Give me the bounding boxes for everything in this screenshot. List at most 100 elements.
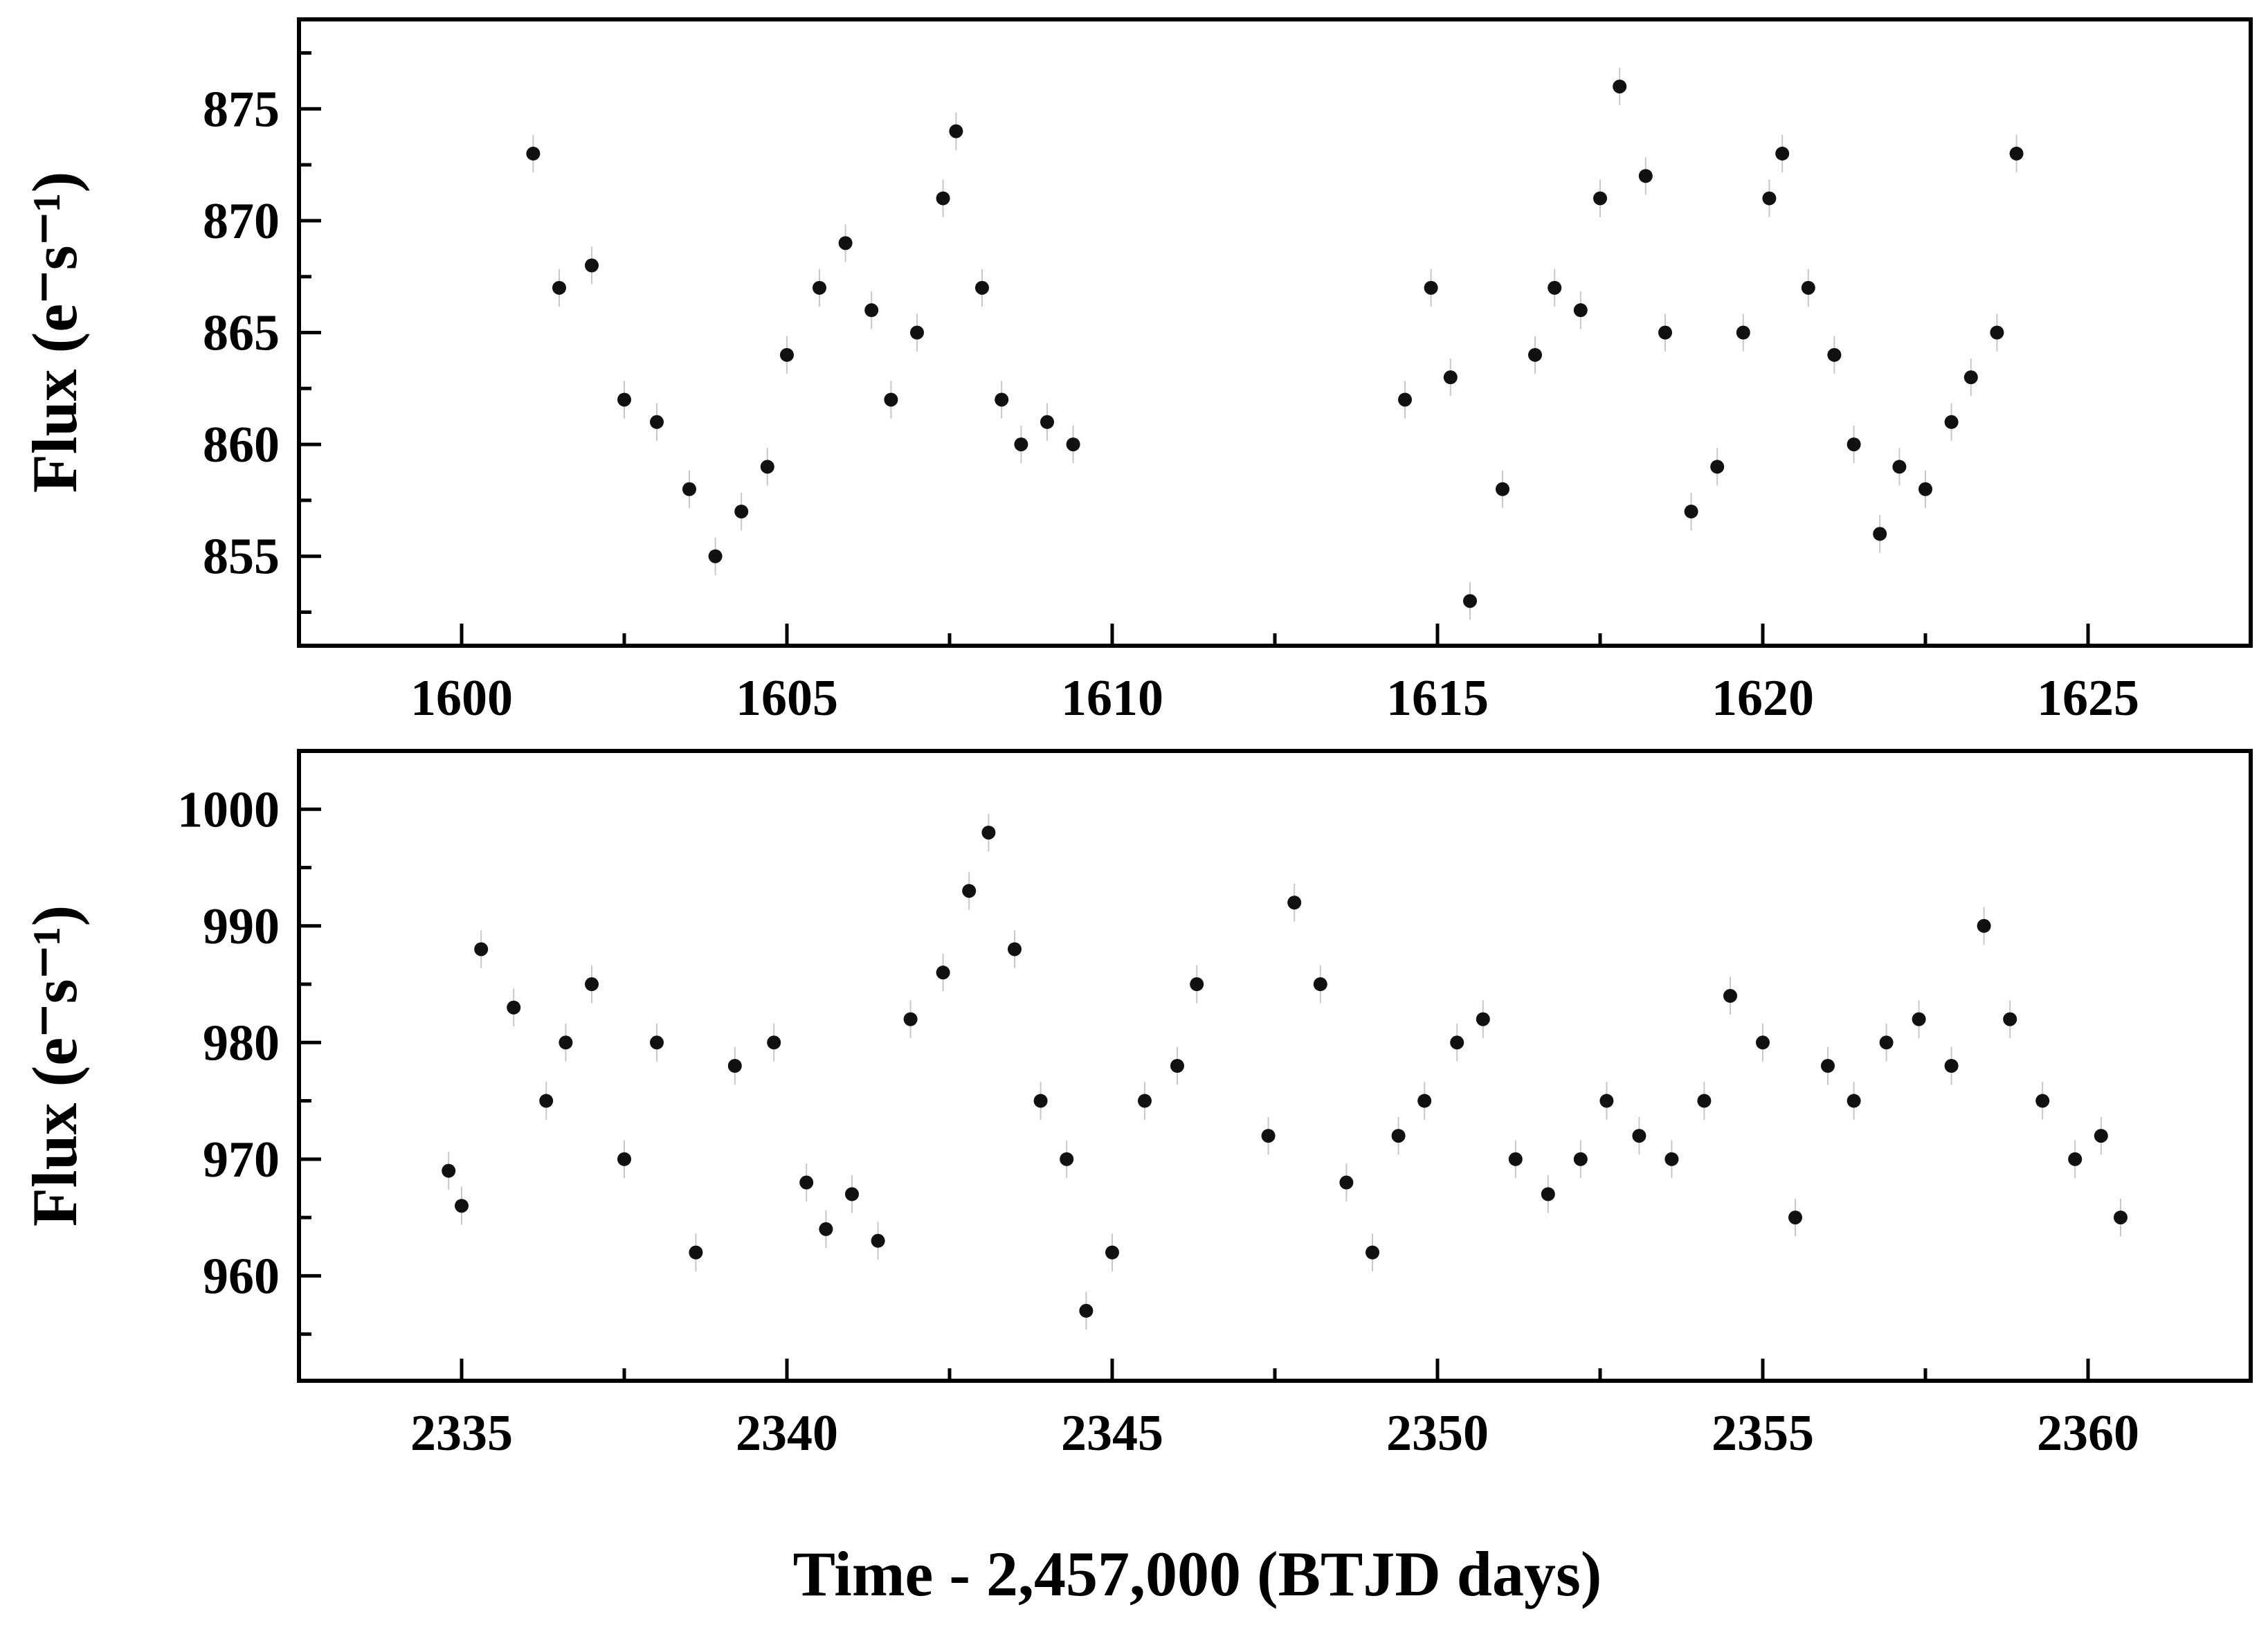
x-tick-label-bottom: 2355 [1712,1405,1814,1462]
data-point [1873,527,1887,541]
data-point [1014,437,1028,452]
data-point [1508,1152,1523,1166]
x-axis-top: 1600 1605 1610 1615 1620 1625 [297,624,2253,727]
data-point [1033,1094,1048,1108]
data-point [539,1094,554,1108]
y-tick-label-bottom: 1000 [177,781,280,838]
x-tick-label-bottom: 2360 [2037,1405,2139,1462]
data-point [1366,1245,1379,1260]
data-point [526,146,541,161]
data-point [1762,191,1777,206]
data-point [884,392,898,407]
data-point [585,258,599,273]
y-tick-label-top: 860 [203,417,280,473]
data-point [1040,415,1054,429]
y-tick-label-top: 875 [203,81,280,138]
data-points-top [526,67,2024,620]
data-point [2094,1129,2108,1143]
data-point [650,415,664,429]
y-tick-label-bottom: 970 [203,1132,280,1188]
data-point [1723,988,1737,1003]
y-axis-title-bottom: Flux (e⁻s⁻¹) [19,905,90,1227]
data-point [1658,325,1672,340]
data-point [1573,303,1588,318]
data-point [734,505,749,519]
data-point [1944,1059,1959,1073]
data-point [1599,1094,1614,1108]
data-point [1847,1094,1861,1108]
data-point [1801,280,1815,295]
data-point [1060,1152,1074,1166]
data-points-bottom [442,813,2128,1330]
data-point [1613,79,1627,93]
chart-panel-bottom: 2335 2340 2345 2350 2355 2360 960 970 980 990 100… [19,749,2253,1609]
data-point [1664,1152,1679,1166]
data-point [2114,1211,2128,1225]
data-point [1424,280,1438,295]
y-tick-label-bottom: 980 [203,1015,280,1071]
data-point [1638,169,1653,183]
data-point [845,1187,859,1202]
plot-frame-top [297,17,2253,648]
x-tick-label-bottom: 2335 [410,1405,513,1462]
x-axis-bottom: 2335 2340 2345 2350 2355 2360 [297,1359,2253,1462]
data-point [1892,460,1907,474]
x-tick-label-top: 1610 [1061,670,1163,727]
data-point [995,392,1009,407]
data-point [689,1245,703,1260]
data-point [1476,1012,1490,1026]
data-point [1977,918,1991,933]
data-point [1398,392,1412,407]
y-tick-label-top: 870 [203,193,280,250]
data-point [799,1175,814,1190]
data-point [1632,1129,1646,1143]
data-point [1339,1175,1354,1190]
data-point [1990,325,2004,340]
y-tick-label-bottom: 960 [203,1248,280,1305]
data-point [962,884,977,898]
data-point [1170,1059,1184,1073]
data-point [1593,191,1607,206]
data-point [1912,1012,1926,1026]
data-point [552,280,566,295]
data-point [1261,1129,1276,1143]
x-axis-title: Time - 2,457,000 (BTJD days) [793,1539,1602,1609]
data-point [871,1233,885,1248]
data-point [767,1035,781,1050]
x-tick-label-bottom: 2340 [736,1405,838,1462]
y-tick-label-top: 865 [203,305,280,362]
data-point [819,1222,833,1236]
data-point [838,236,853,251]
y-axis-top: 855 860 865 870 875 [203,51,321,615]
data-point [903,1012,918,1026]
data-point [650,1035,664,1050]
data-point [2068,1152,2083,1166]
data-point [1827,347,1842,362]
y-axis-title-top: Flux (e⁻s⁻¹) [19,172,90,493]
chart-panel-top: 1600 1605 1610 1615 1620 1625 855 860 865 870 875… [19,17,2253,727]
data-point [1963,370,1978,385]
x-tick-label-top: 1625 [2037,670,2139,727]
x-tick-label-top: 1605 [736,670,838,727]
data-point [2035,1094,2050,1108]
data-point [760,460,774,474]
data-point [910,325,924,340]
data-point [1066,437,1080,452]
data-point [981,825,996,840]
data-point [1079,1303,1094,1318]
data-point [507,1000,521,1015]
data-point [455,1199,469,1213]
x-tick-label-bottom: 2350 [1386,1405,1489,1462]
x-tick-label-bottom: 2345 [1061,1405,1163,1462]
data-point [864,303,879,318]
data-point [1313,977,1327,992]
data-point [2009,146,2024,161]
data-point [936,191,950,206]
data-point [1756,1035,1770,1050]
data-point [474,942,489,956]
data-point [1450,1035,1464,1050]
data-point [559,1035,573,1050]
data-point [813,280,826,295]
data-point [1548,280,1562,295]
